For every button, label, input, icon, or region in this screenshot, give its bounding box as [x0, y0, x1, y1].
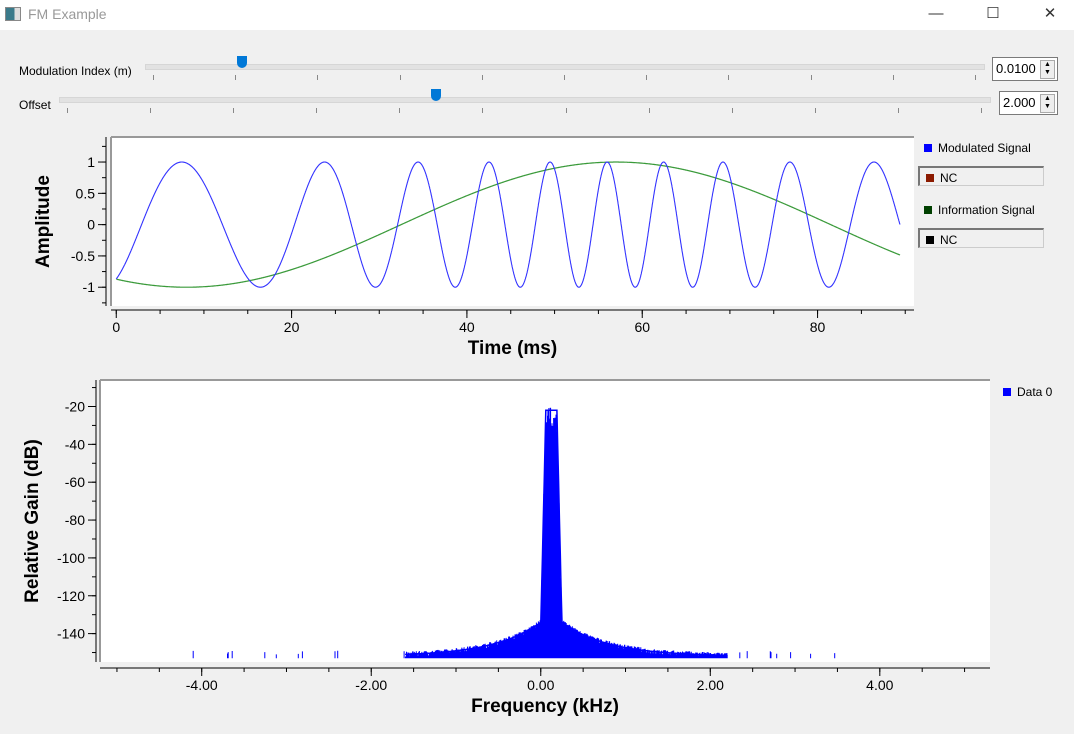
modulation-index-spinbox[interactable]: 0.0100 ▲ ▼	[992, 57, 1058, 81]
x-tick-label: 4.00	[866, 677, 893, 693]
app-icon	[5, 7, 21, 21]
x-tick-label: 60	[634, 319, 650, 335]
slider-tick	[810, 75, 812, 80]
slider-thumb[interactable]	[431, 89, 442, 101]
x-tick-label: 20	[284, 319, 300, 335]
legend-label: Data 0	[1017, 385, 1053, 399]
legend-item-modulated[interactable]: Modulated Signal	[924, 141, 1031, 155]
spectrum-envelope-line	[405, 409, 728, 657]
legend-label: NC	[940, 233, 958, 247]
slider-tick	[728, 75, 730, 80]
y-axis-title: Relative Gain (dB)	[22, 439, 43, 603]
modulation-index-label: Modulation Index (m)	[19, 64, 132, 78]
modulation-index-value: 0.0100	[996, 61, 1036, 76]
slider-tick	[235, 75, 237, 80]
legend-label: Information Signal	[938, 203, 1035, 217]
slider-tick	[897, 108, 899, 113]
y-tick-label: -60	[65, 474, 85, 490]
y-tick-label: -140	[57, 626, 85, 642]
x-tick-label: 80	[810, 319, 826, 335]
legend-item-information[interactable]: Information Signal	[924, 203, 1035, 217]
slider-tick	[150, 108, 152, 113]
x-axis-title: Frequency (kHz)	[471, 696, 619, 717]
slider-tick	[731, 108, 733, 113]
slider-tick	[814, 108, 816, 113]
y-tick-label: -20	[65, 398, 85, 414]
offset-value: 2.000	[1003, 95, 1036, 110]
y-axis-title: Amplitude	[33, 175, 54, 268]
y-tick-label: 0.5	[76, 185, 96, 201]
maximize-button[interactable]: ☐	[986, 5, 1000, 22]
spin-arrows-icon[interactable]: ▲ ▼	[1040, 94, 1055, 113]
slider-tick	[317, 75, 319, 80]
plot-area	[111, 137, 914, 306]
y-tick-label: 0	[87, 217, 95, 233]
slider-tick	[233, 108, 235, 113]
y-tick-label: -0.5	[71, 248, 95, 264]
slider-tick	[481, 75, 483, 80]
slider-tick	[482, 108, 484, 113]
legend-item-nc-2[interactable]: NC	[918, 228, 1044, 248]
y-tick-label: 1	[87, 154, 95, 170]
legend-item-nc-1[interactable]: NC	[918, 166, 1044, 186]
spin-arrows-icon[interactable]: ▲ ▼	[1040, 60, 1055, 79]
x-tick-label: 0.00	[527, 677, 554, 693]
legend-label: Modulated Signal	[938, 141, 1031, 155]
legend-item-data0[interactable]: Data 0	[1003, 385, 1052, 399]
x-tick-label: 2.00	[697, 677, 724, 693]
title-bar: FM Example — ☐ ✕	[0, 0, 1074, 30]
y-tick-label: -120	[57, 588, 85, 604]
slider-tick	[648, 108, 650, 113]
close-button[interactable]: ✕	[1043, 5, 1057, 22]
slider-thumb[interactable]	[236, 56, 247, 68]
slider-tick	[975, 75, 976, 80]
slider-tick	[316, 108, 318, 113]
information-signal-line	[116, 161, 901, 288]
slider-tick	[981, 108, 982, 113]
minimize-button[interactable]: —	[928, 5, 944, 22]
y-tick-label: -40	[65, 436, 85, 452]
legend-label: NC	[940, 171, 958, 185]
slider-tick	[892, 75, 894, 80]
slider-tick	[153, 75, 154, 80]
y-tick-label: -80	[65, 512, 85, 528]
x-tick-label: -4.00	[186, 677, 218, 693]
x-tick-label: 40	[459, 319, 475, 335]
offset-label: Offset	[19, 98, 51, 112]
slider-tick	[67, 108, 68, 113]
y-tick-label: -1	[83, 279, 96, 295]
slider-tick	[565, 108, 567, 113]
slider-tick	[646, 75, 648, 80]
window-title: FM Example	[28, 6, 107, 22]
offset-spinbox[interactable]: 2.000 ▲ ▼	[999, 91, 1058, 115]
modulated-signal-line	[115, 161, 901, 288]
slider-tick	[399, 75, 401, 80]
y-tick-label: -100	[57, 550, 85, 566]
spectrum-data0-line	[192, 407, 836, 659]
slider-tick	[564, 75, 565, 80]
x-axis-title: Time (ms)	[468, 338, 557, 359]
slider-tick	[399, 108, 401, 113]
x-tick-label: -2.00	[355, 677, 387, 693]
x-tick-label: 0	[112, 319, 120, 335]
